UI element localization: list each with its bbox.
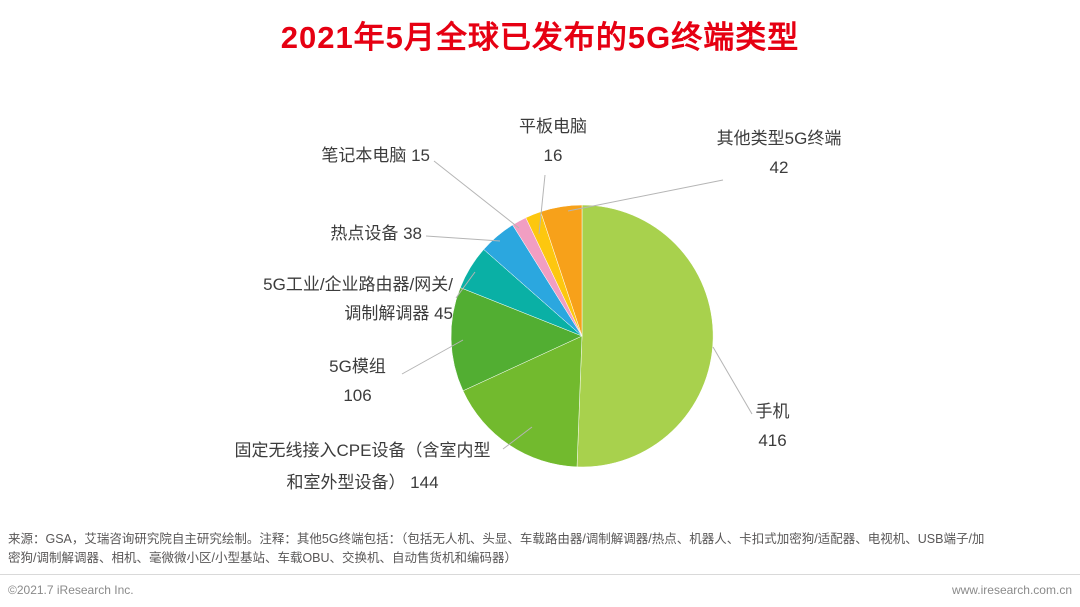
callout-value: 416 (758, 431, 787, 450)
callout-value: 106 (343, 386, 372, 405)
leader-line (712, 346, 753, 415)
callout-value: 42 (769, 158, 789, 177)
pie-slice-2 (450, 287, 583, 392)
callout-value: 16 (543, 146, 563, 165)
callout-label: 5G工业/企业路由器/网关/ (263, 275, 453, 294)
callout-phone: 手机 416 (730, 397, 815, 455)
callout-5g-module: 5G模组 106 (300, 352, 415, 410)
callout-tablet: 平板电脑 16 (483, 112, 623, 170)
leader-line (455, 271, 476, 299)
callout-laptop: 笔记本电脑 15 (230, 141, 430, 170)
copyright-text: ©2021.7 iResearch Inc. (8, 583, 134, 597)
leader-line (401, 339, 464, 375)
leader-line (502, 426, 533, 450)
source-note-line1: 来源：GSA，艾瑞咨询研究院自主研究绘制。注释：其他5G终端包括：（包括无人机、… (8, 532, 985, 546)
bottom-bar: ©2021.7 iResearch Inc. www.iresearch.com… (0, 574, 1080, 607)
page-title: 2021年5月全球已发布的5G终端类型 (280, 20, 800, 55)
callout-label: 其他类型5G终端 (716, 129, 842, 148)
callout-fwa-cpe: 固定无线接入CPE设备（含室内型 和室外型设备） 144 (215, 435, 510, 499)
source-note-line2: 密狗/调制解调器、相机、毫微微小区/小型基站、车载OBU、交换机、自动售货机和编… (8, 551, 518, 565)
callout-label: 固定无线接入CPE设备（含室内型 (234, 441, 491, 460)
leader-line (433, 160, 520, 229)
website-text: www.iresearch.com.cn (951, 583, 1072, 597)
leader-line (425, 235, 501, 242)
callout-value: 和室外型设备） 144 (286, 473, 439, 492)
leader-line (567, 179, 724, 212)
pie-slice-0 (576, 204, 714, 468)
callout-label: 笔记本电脑 15 (321, 146, 430, 165)
callout-hotspot: 热点设备 38 (230, 219, 422, 248)
pie-slice-1 (462, 335, 583, 468)
leader-line (538, 174, 546, 235)
source-note: 来源：GSA，艾瑞咨询研究院自主研究绘制。注释：其他5G终端包括：（包括无人机、… (8, 530, 1072, 568)
callout-label: 手机 (755, 402, 790, 421)
callout-value: 调制解调器 45 (344, 304, 453, 323)
callout-label: 5G模组 (329, 357, 386, 376)
pie-slice-7 (540, 204, 583, 337)
callout-other-5g: 其他类型5G终端 42 (693, 124, 865, 182)
callout-label: 热点设备 38 (330, 224, 422, 243)
callout-label: 平板电脑 (519, 117, 587, 136)
callout-industrial-router: 5G工业/企业路由器/网关/ 调制解调器 45 (205, 270, 453, 328)
